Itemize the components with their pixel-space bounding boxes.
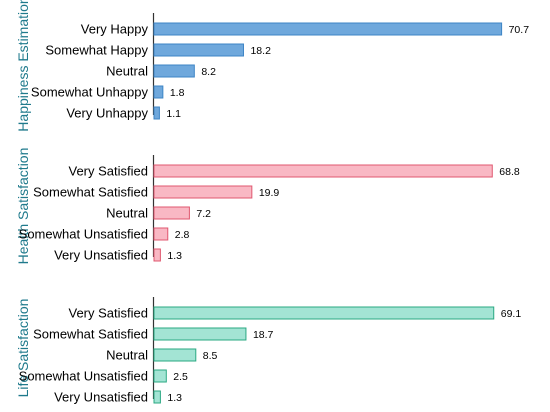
value-label: 69.1 [501,308,522,320]
category-label: Very Unhappy [66,106,148,121]
category-label: Very Unsatisfied [54,248,148,263]
bar [153,206,190,220]
bar [153,327,247,341]
bar [153,22,503,36]
value-label: 1.3 [167,392,182,404]
bar [153,106,160,120]
value-label: 1.3 [167,250,182,262]
panel-label: Health Satisfaction [15,148,31,265]
bar [153,227,169,241]
category-label: Very Satisfied [69,306,149,321]
panel-label: Life Satisfaction [15,299,31,398]
bar [153,369,167,383]
category-label: Somewhat Unhappy [31,85,149,100]
value-label: 2.8 [175,229,190,241]
bar [153,64,195,78]
value-label: 18.7 [253,329,274,341]
category-label: Very Unsatisfied [54,390,148,405]
value-label: 1.8 [170,87,185,99]
category-label: Very Satisfied [69,164,149,179]
chart-panel-1: Happiness Estimation Very Happy 70.7 Somewh… [15,0,529,132]
chart-panel-3: Life Satisfaction Very Satisfied 69.1 Somew… [15,297,521,405]
category-label: Somewhat Satisfied [33,327,148,342]
panel-label: Happiness Estimation [15,0,31,132]
category-label: Somewhat Happy [45,43,148,58]
value-label: 8.5 [203,350,218,362]
bar [153,185,253,199]
value-label: 68.8 [499,166,520,178]
bar [153,306,495,320]
value-label: 70.7 [509,24,530,36]
bar [153,85,164,99]
value-label: 8.2 [201,66,216,78]
category-label: Somewhat Satisfied [33,185,148,200]
category-label: Neutral [106,206,148,221]
value-label: 19.9 [259,187,280,199]
value-label: 2.5 [173,371,188,383]
value-label: 7.2 [196,208,211,220]
category-label: Neutral [106,64,148,79]
bar [153,348,197,362]
bar [153,164,493,178]
value-label: 18.2 [250,45,271,57]
category-label: Somewhat Unsatisfied [19,227,148,242]
category-label: Neutral [106,348,148,363]
category-label: Somewhat Unsatisfied [19,369,148,384]
bar [153,43,244,57]
chart-panel-2: Health Satisfaction Very Satisfied 68.8 Som… [15,148,520,265]
value-label: 1.1 [166,108,181,120]
bar [153,248,161,262]
category-label: Very Happy [81,22,149,37]
bar [153,390,161,404]
